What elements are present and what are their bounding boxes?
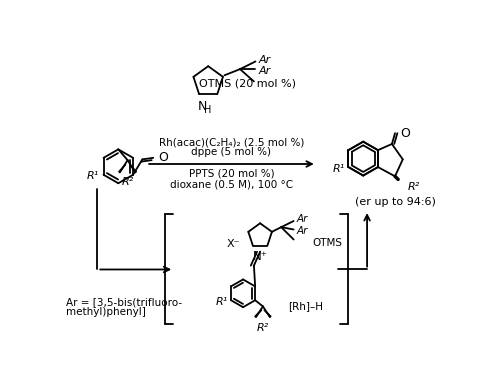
Text: O: O <box>400 127 410 140</box>
Text: Ar: Ar <box>258 55 271 65</box>
Text: Rh(acac)(C₂H₄)₂ (2.5 mol %): Rh(acac)(C₂H₄)₂ (2.5 mol %) <box>159 137 304 147</box>
Text: R¹: R¹ <box>333 164 345 174</box>
Text: Ar: Ar <box>258 66 271 76</box>
Text: N: N <box>198 100 207 113</box>
Text: [Rh]–H: [Rh]–H <box>288 301 322 311</box>
Text: R²: R² <box>408 182 420 192</box>
Text: PPTS (20 mol %): PPTS (20 mol %) <box>188 169 274 179</box>
Text: R²: R² <box>257 323 269 333</box>
Text: dioxane (0.5 M), 100 °C: dioxane (0.5 M), 100 °C <box>170 179 293 189</box>
Text: N⁺: N⁺ <box>252 250 268 263</box>
Text: (er up to 94:6): (er up to 94:6) <box>356 198 436 208</box>
Text: methyl)phenyl]: methyl)phenyl] <box>66 307 146 317</box>
Text: R¹: R¹ <box>86 171 99 181</box>
Text: OTMS (20 mol %): OTMS (20 mol %) <box>199 79 296 89</box>
Text: X⁻: X⁻ <box>226 239 240 249</box>
Text: R²: R² <box>122 177 134 187</box>
Text: H: H <box>204 105 211 115</box>
Text: R¹: R¹ <box>216 297 228 307</box>
Text: Ar: Ar <box>296 215 308 224</box>
Text: O: O <box>158 151 168 164</box>
Text: Ar: Ar <box>296 226 308 236</box>
Text: Ar = [3,5-bis(trifluoro-: Ar = [3,5-bis(trifluoro- <box>66 297 182 307</box>
Text: OTMS: OTMS <box>312 238 342 248</box>
Text: dppe (5 mol %): dppe (5 mol %) <box>192 147 272 157</box>
